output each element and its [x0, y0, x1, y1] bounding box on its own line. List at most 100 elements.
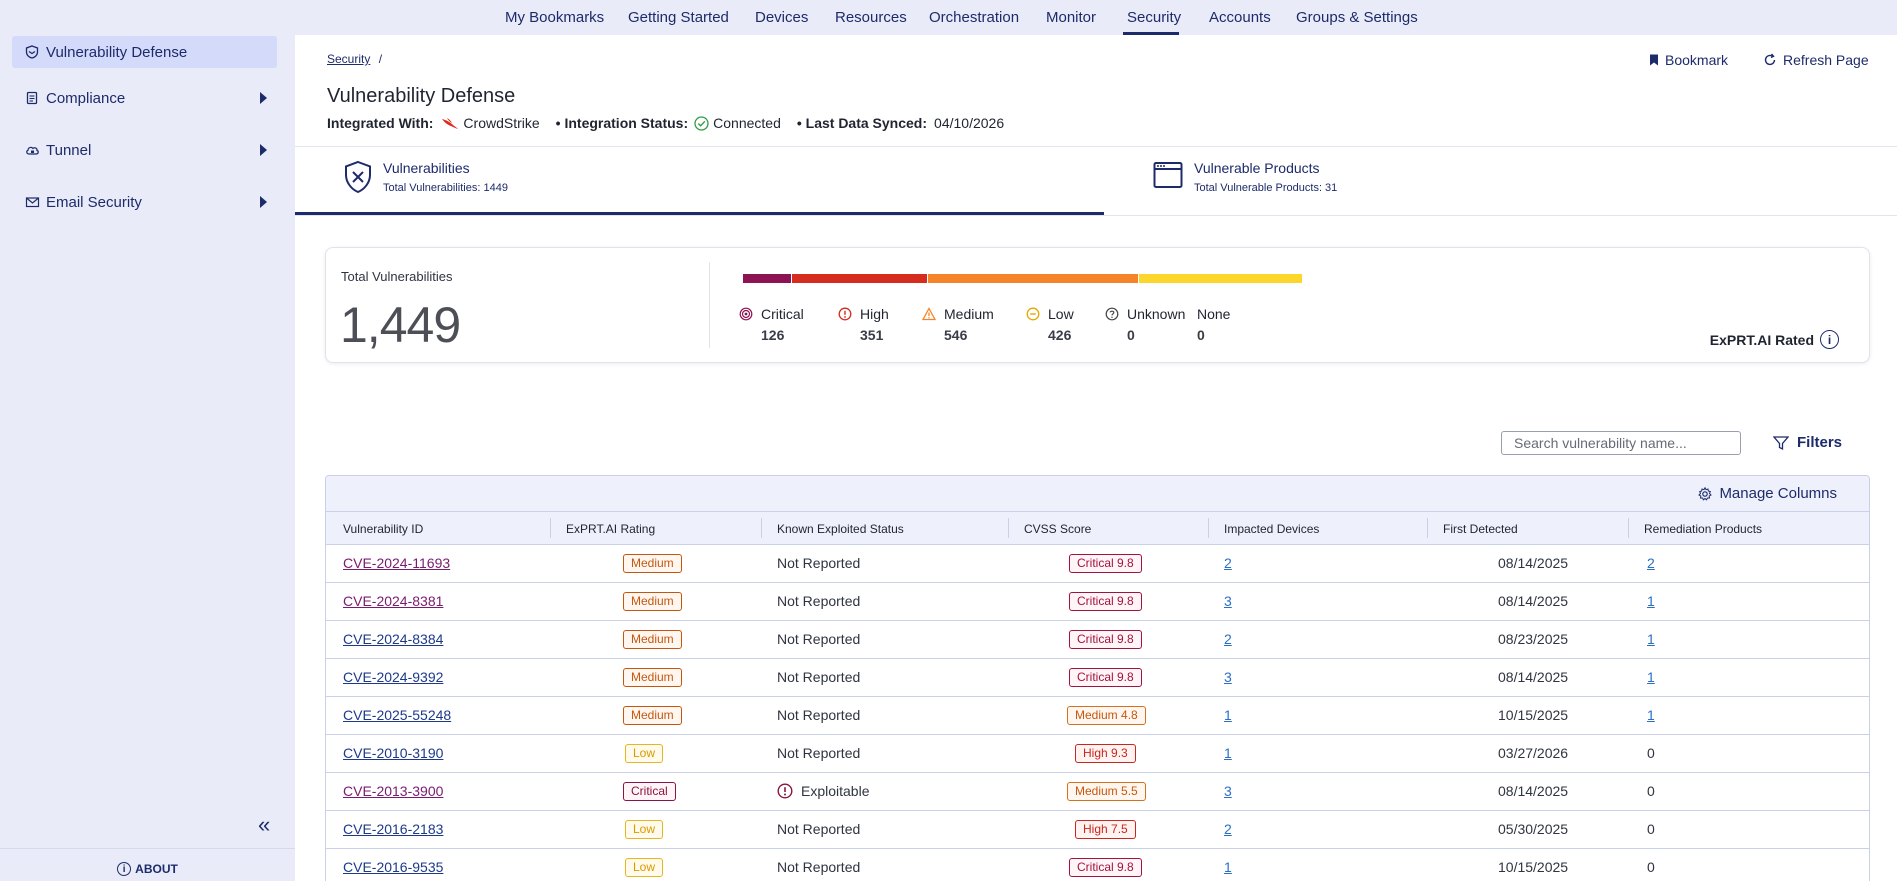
- bookmark-icon: [1649, 54, 1659, 66]
- column-header-vulnerability-id[interactable]: Vulnerability ID: [343, 522, 424, 536]
- column-header-known-exploited[interactable]: Known Exploited Status: [777, 522, 904, 536]
- envelope-icon: [24, 194, 40, 210]
- exprt-rating-badge: Medium: [623, 706, 682, 725]
- tab-vulnerable-products[interactable]: Vulnerable Products Total Vulnerable Pro…: [1153, 160, 1337, 216]
- remediation-products-link[interactable]: 1: [1647, 707, 1655, 723]
- column-header-remediation-products[interactable]: Remediation Products: [1644, 522, 1763, 536]
- table-row[interactable]: CVE-2013-3900 Critical Exploitable Medium 5…: [326, 773, 1869, 811]
- sidebar-item-vulnerability-defense[interactable]: Vulnerability Defense: [12, 36, 277, 68]
- severity-label: High: [860, 306, 889, 322]
- bookmark-button[interactable]: Bookmark: [1649, 52, 1728, 68]
- exprt-rating-badge: Low: [625, 820, 664, 839]
- severity-bar-segment-critical: [743, 274, 792, 283]
- severity-unknown: Unknown 0: [1105, 306, 1185, 343]
- sidebar-item-tunnel[interactable]: Tunnel: [12, 134, 277, 166]
- medium-warning-icon: [922, 307, 936, 321]
- table-row[interactable]: CVE-2024-8384 Medium Not Reported Critical …: [326, 621, 1869, 659]
- impacted-devices-link[interactable]: 3: [1224, 593, 1232, 609]
- refresh-icon: [1763, 53, 1777, 67]
- table-row[interactable]: CVE-2024-11693 Medium Not Reported Critical…: [326, 545, 1869, 583]
- impacted-devices-link[interactable]: 2: [1224, 631, 1232, 647]
- nav-security[interactable]: Security: [1127, 9, 1182, 26]
- vulnerability-id-link[interactable]: CVE-2010-3190: [343, 745, 444, 761]
- severity-label: None: [1197, 306, 1231, 322]
- exprt-rating-badge: Critical: [623, 782, 676, 801]
- impacted-devices-link[interactable]: 3: [1224, 669, 1232, 685]
- about-button[interactable]: i ABOUT: [0, 848, 295, 881]
- column-separator: [1427, 518, 1428, 538]
- table-row[interactable]: CVE-2016-9535 Low Not Reported Critical 9.8…: [326, 849, 1869, 881]
- filters-button[interactable]: Filters: [1773, 434, 1842, 451]
- impacted-devices-link[interactable]: 1: [1224, 859, 1232, 875]
- impacted-devices-link[interactable]: 2: [1224, 555, 1232, 571]
- manage-columns-button[interactable]: Manage Columns: [1698, 485, 1837, 502]
- nav-groups-settings[interactable]: Groups & Settings: [1296, 9, 1418, 26]
- info-icon: i: [117, 862, 132, 876]
- tab-label: Vulnerabilities: [383, 160, 470, 176]
- column-header-cvss-score[interactable]: CVSS Score: [1024, 522, 1092, 536]
- info-icon[interactable]: i: [1820, 330, 1839, 349]
- nav-monitor[interactable]: Monitor: [1046, 9, 1097, 26]
- exprt-rating-badge: Medium: [623, 554, 682, 573]
- manage-columns-label: Manage Columns: [1719, 485, 1837, 502]
- remediation-products-count: 0: [1647, 745, 1655, 761]
- table-header: Vulnerability ID ExPRT.AI Rating Known E…: [326, 512, 1869, 545]
- nav-getting-started[interactable]: Getting Started: [628, 9, 729, 26]
- known-exploited-status: Not Reported: [777, 821, 861, 837]
- severity-count: 546: [944, 327, 968, 343]
- cvss-score-badge: Medium 5.5: [1067, 782, 1146, 801]
- known-exploited-status-text: Exploitable: [801, 783, 870, 799]
- search-input[interactable]: [1501, 431, 1741, 455]
- cloud-lock-icon: [24, 142, 40, 158]
- sidebar-item-email-security[interactable]: Email Security: [12, 186, 277, 218]
- impacted-devices-link[interactable]: 1: [1224, 745, 1232, 761]
- nav-orchestration[interactable]: Orchestration: [929, 9, 1020, 26]
- nav-resources[interactable]: Resources: [835, 9, 907, 26]
- breadcrumb-security-link[interactable]: Security: [327, 52, 371, 66]
- table-row[interactable]: CVE-2016-2183 Low Not Reported High 7.5 2 05/…: [326, 811, 1869, 849]
- tab-vulnerabilities[interactable]: Vulnerabilities Total Vulnerabilities: 1…: [343, 160, 508, 216]
- browser-window-icon: [1153, 160, 1183, 190]
- vulnerability-id-link[interactable]: CVE-2024-8381: [343, 593, 444, 609]
- vulnerability-id-link[interactable]: CVE-2024-11693: [343, 555, 451, 571]
- table-toolbar: Manage Columns: [326, 476, 1869, 512]
- first-detected-date: 10/15/2025: [1498, 859, 1569, 875]
- shield-icon: [24, 44, 40, 60]
- table-row[interactable]: CVE-2024-9392 Medium Not Reported Critical …: [326, 659, 1869, 697]
- remediation-products-link[interactable]: 2: [1647, 555, 1655, 571]
- vulnerability-id-link[interactable]: CVE-2016-9535: [343, 859, 444, 875]
- impacted-devices-link[interactable]: 3: [1224, 783, 1232, 799]
- column-header-exprt-rating[interactable]: ExPRT.AI Rating: [566, 522, 656, 536]
- sidebar: Vulnerability Defense Compliance Tunnel …: [0, 0, 295, 881]
- remediation-products-link[interactable]: 1: [1647, 593, 1655, 609]
- remediation-products-link[interactable]: 1: [1647, 669, 1655, 685]
- nav-accounts[interactable]: Accounts: [1209, 9, 1271, 26]
- column-header-impacted-devices[interactable]: Impacted Devices: [1224, 522, 1320, 536]
- remediation-products-link[interactable]: 1: [1647, 631, 1655, 647]
- column-separator: [761, 518, 762, 538]
- severity-distribution-bar: [743, 274, 1303, 283]
- rated-label: ExPRT.AI Rated: [1709, 331, 1814, 348]
- table-row[interactable]: CVE-2025-55248 Medium Not Reported Medium 4…: [326, 697, 1869, 735]
- impacted-devices-link[interactable]: 2: [1224, 821, 1232, 837]
- table-row[interactable]: CVE-2010-3190 Low Not Reported High 9.3 1 03/…: [326, 735, 1869, 773]
- collapse-sidebar-icon[interactable]: «: [258, 812, 271, 837]
- sidebar-item-compliance[interactable]: Compliance: [12, 82, 277, 114]
- vulnerability-id-link[interactable]: CVE-2013-3900: [343, 783, 444, 799]
- exprt-ai-rated: ExPRT.AI Rated i: [1710, 330, 1839, 349]
- sidebar-item-label: Email Security: [46, 193, 142, 211]
- integration-info: Integrated With: CrowdStrike • Integrati…: [327, 115, 1004, 131]
- about-label: ABOUT: [135, 862, 178, 876]
- table-row[interactable]: CVE-2024-8381 Medium Not Reported Critical …: [326, 583, 1869, 621]
- refresh-page-button[interactable]: Refresh Page: [1763, 52, 1869, 68]
- column-header-first-detected[interactable]: First Detected: [1443, 522, 1518, 536]
- nav-my-bookmarks[interactable]: My Bookmarks: [505, 9, 605, 26]
- severity-bar-segment-high: [792, 274, 928, 283]
- nav-devices[interactable]: Devices: [755, 9, 809, 26]
- vulnerability-id-link[interactable]: CVE-2024-8384: [343, 631, 444, 647]
- vulnerability-id-link[interactable]: CVE-2024-9392: [343, 669, 444, 685]
- impacted-devices-link[interactable]: 1: [1224, 707, 1232, 723]
- first-detected-date: 08/14/2025: [1498, 669, 1569, 685]
- vulnerability-id-link[interactable]: CVE-2016-2183: [343, 821, 444, 837]
- vulnerability-id-link[interactable]: CVE-2025-55248: [343, 707, 452, 723]
